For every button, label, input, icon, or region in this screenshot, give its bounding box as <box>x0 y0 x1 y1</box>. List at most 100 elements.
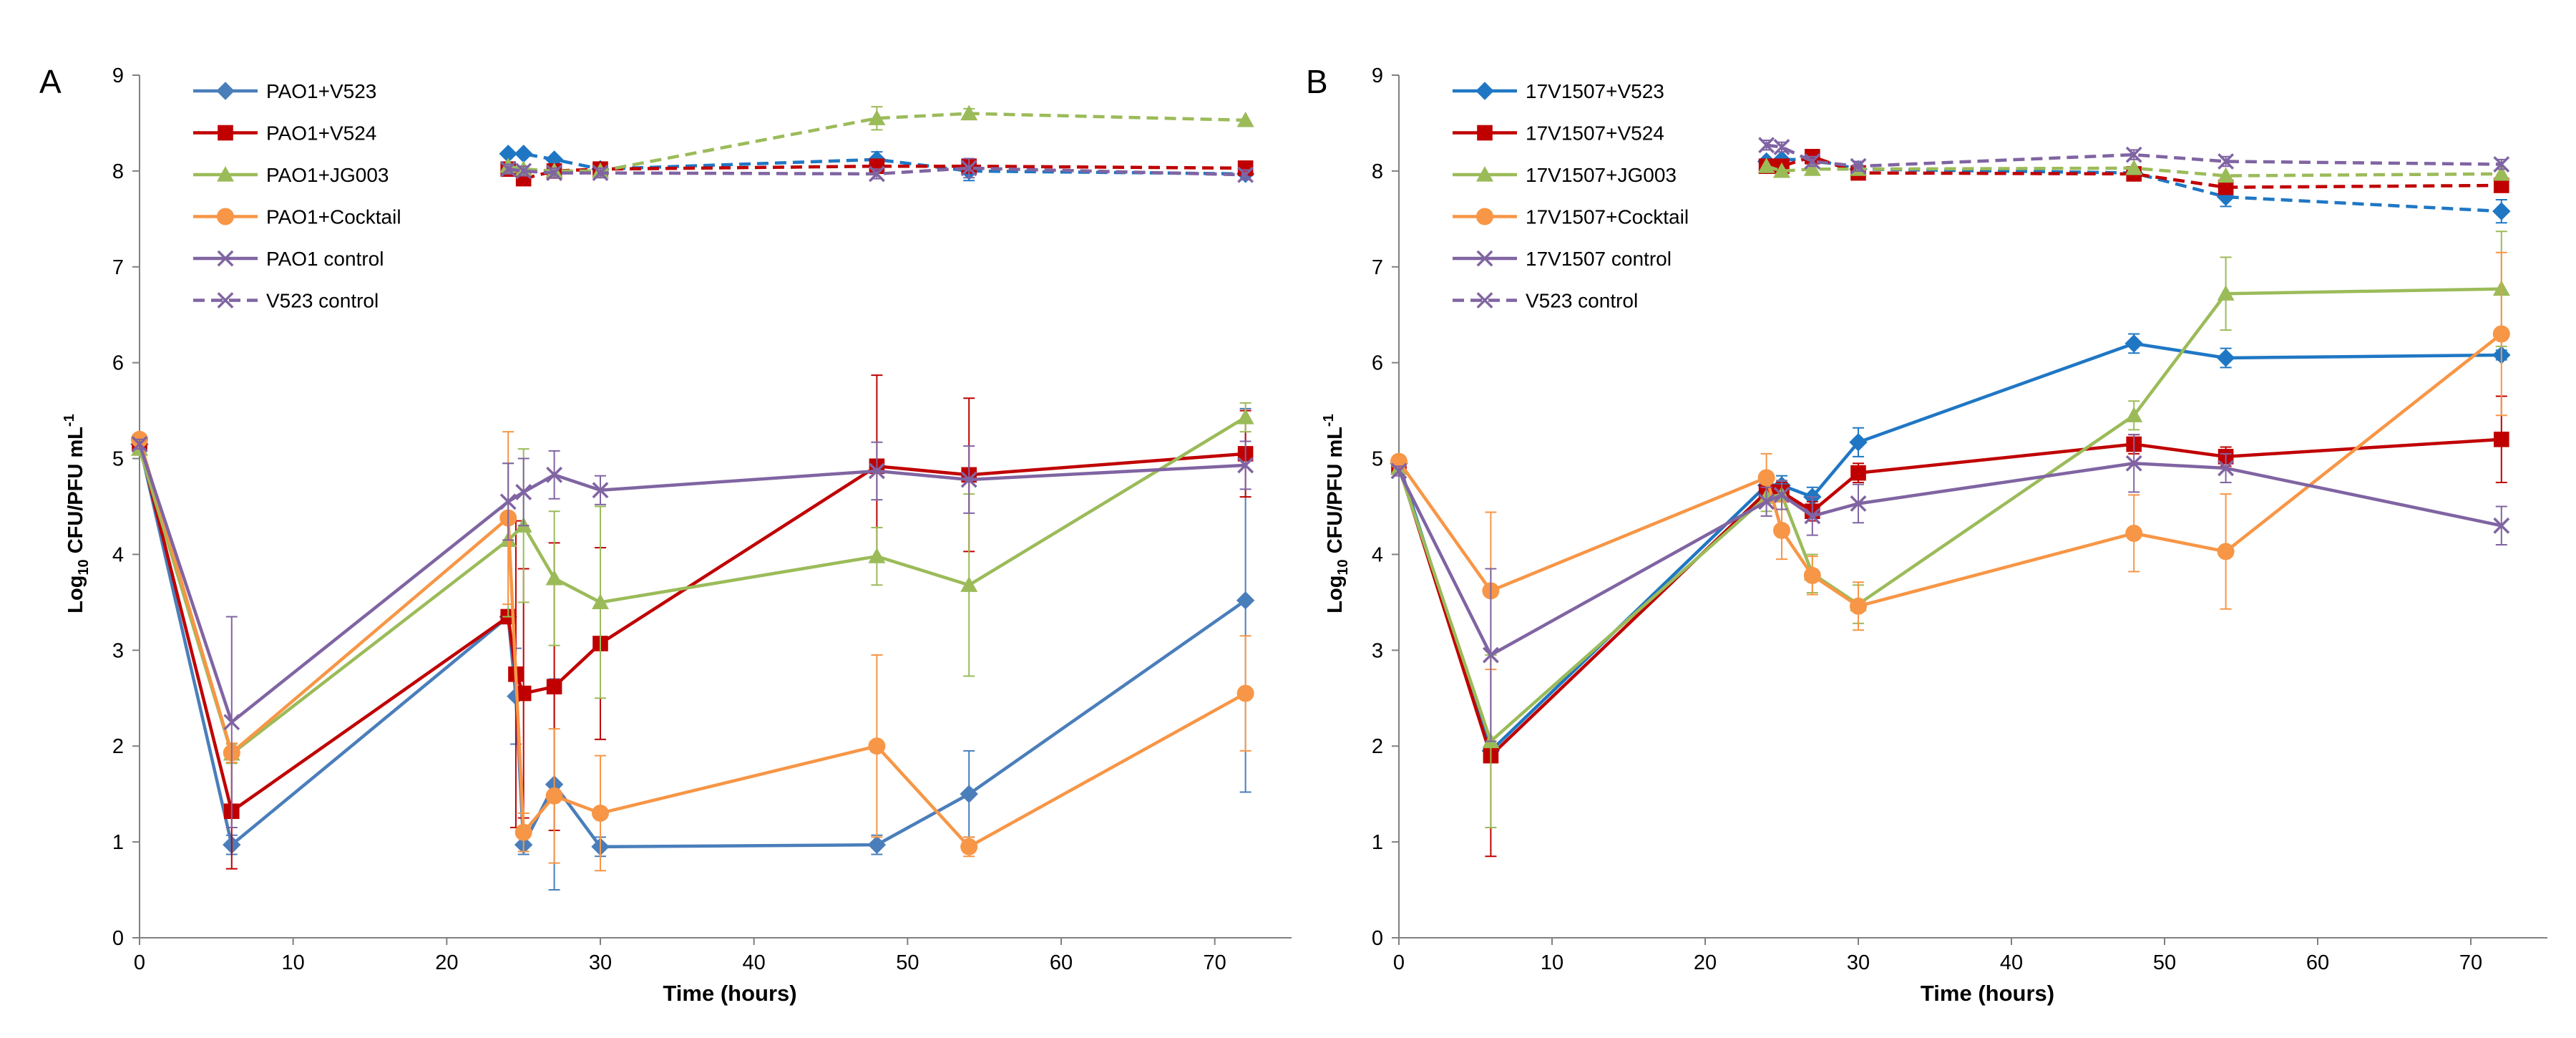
data-point-stroke-b <box>1773 138 1790 155</box>
legend-marker-stroke-b <box>217 292 234 309</box>
data-point <box>2494 178 2509 193</box>
y-tick-label: 4 <box>1372 543 1383 566</box>
data-point <box>131 436 148 452</box>
series-2 <box>1390 231 2510 829</box>
series-0 <box>1390 333 2511 762</box>
data-point <box>868 110 886 125</box>
data-point-stroke-b <box>960 471 977 488</box>
x-axis-label: Time (hours) <box>663 981 796 1006</box>
data-point <box>546 466 563 483</box>
y-axis-label-subscript: 10 <box>1335 559 1351 575</box>
series-5 <box>1758 137 2510 175</box>
data-point <box>1390 462 1407 480</box>
y-axis-label-part: Log <box>64 576 87 613</box>
legend-label: 17V1507+JG003 <box>1526 164 1677 186</box>
legend-label: 17V1507+V523 <box>1526 80 1664 102</box>
legend-marker <box>217 250 234 267</box>
data-point-stroke-b <box>1390 462 1407 480</box>
data-point <box>2125 146 2142 163</box>
data-point <box>2125 407 2143 422</box>
data-point <box>1757 157 1775 173</box>
data-point <box>960 160 977 177</box>
data-point <box>1850 157 1867 175</box>
data-point-stroke-b <box>223 714 240 731</box>
data-point-stroke-b <box>2493 156 2510 173</box>
y-axis-label: Log10 CFU/PFU mL-1 <box>1321 414 1351 613</box>
data-point-stroke-b <box>546 165 563 182</box>
y-tick-label: 8 <box>1372 160 1383 183</box>
series-3 <box>1390 251 2510 671</box>
x-tick-label: 40 <box>743 951 766 974</box>
y-axis-label: Log10 CFU/PFU mL-1 <box>62 414 92 613</box>
y-tick-label: 2 <box>112 735 124 758</box>
legend-label: V523 control <box>1526 290 1638 312</box>
series-line <box>1397 437 2502 759</box>
data-point <box>868 165 885 183</box>
y-axis-label-part: CFU/PFU mL <box>1324 427 1347 559</box>
data-point <box>868 548 886 563</box>
data-point <box>515 685 532 702</box>
panel-label: A <box>39 63 62 100</box>
data-point-stroke-b <box>515 483 532 500</box>
series-line <box>1397 332 2503 608</box>
data-point <box>546 679 562 695</box>
legend-marker-stroke-b <box>217 250 234 267</box>
x-tick-label: 0 <box>134 951 145 974</box>
data-point <box>867 835 887 854</box>
series-4 <box>1390 434 2510 742</box>
y-tick-label: 9 <box>1372 64 1383 87</box>
data-point <box>1773 486 1790 503</box>
data-point <box>546 165 563 182</box>
x-axis-label: Time (hours) <box>1921 981 2054 1006</box>
data-point <box>223 714 240 731</box>
data-point <box>1803 160 1821 176</box>
x-tick-label: 10 <box>282 951 305 974</box>
data-point-stroke-b <box>499 493 517 510</box>
data-point <box>1236 111 1254 127</box>
data-point <box>1804 153 1821 170</box>
data-point <box>960 576 978 592</box>
data-point-stroke-b <box>2125 455 2142 472</box>
data-point <box>960 785 978 803</box>
series-1 <box>132 374 1254 870</box>
y-tick-label: 1 <box>1372 831 1383 854</box>
data-point <box>2216 349 2235 367</box>
data-point <box>592 482 609 499</box>
y-tick-label: 4 <box>112 543 124 566</box>
legend-label: PAO1 control <box>266 248 384 270</box>
data-point-stroke-b <box>1482 646 1499 664</box>
data-point <box>2125 524 2143 542</box>
x-tick-label: 30 <box>589 951 612 974</box>
data-point <box>2217 167 2235 183</box>
data-point-stroke-b <box>1237 166 1254 183</box>
y-tick-label: 2 <box>1372 735 1383 758</box>
legend-marker <box>217 208 234 225</box>
data-point <box>2218 179 2234 195</box>
series-4 <box>131 436 1254 829</box>
x-tick-label: 70 <box>1204 951 1226 974</box>
y-tick-label: 3 <box>1372 639 1383 662</box>
x-tick-label: 60 <box>1050 951 1073 974</box>
y-tick-label: 0 <box>1372 927 1383 950</box>
data-point <box>2218 460 2235 477</box>
x-tick-label: 30 <box>1847 951 1870 974</box>
data-point <box>2125 159 2143 175</box>
data-point <box>868 737 886 755</box>
data-point-stroke-b <box>499 160 517 178</box>
x-tick-label: 20 <box>435 951 458 974</box>
legend-marker <box>1476 250 1493 267</box>
y-tick-label: 5 <box>112 448 124 471</box>
data-point-stroke-b <box>1758 493 1775 510</box>
series-0 <box>130 407 1255 891</box>
y-axis-label-superscript: -1 <box>62 414 77 427</box>
data-point <box>2493 156 2510 173</box>
data-point-stroke-b <box>1773 486 1790 503</box>
legend-marker <box>217 166 234 182</box>
x-tick-label: 70 <box>2459 951 2482 974</box>
legend-label: 17V1507+V524 <box>1526 122 1664 145</box>
y-tick-label: 5 <box>1372 448 1383 471</box>
series-1 <box>1391 395 2509 858</box>
y-tick-label: 7 <box>112 256 124 279</box>
series-line <box>137 443 1246 814</box>
